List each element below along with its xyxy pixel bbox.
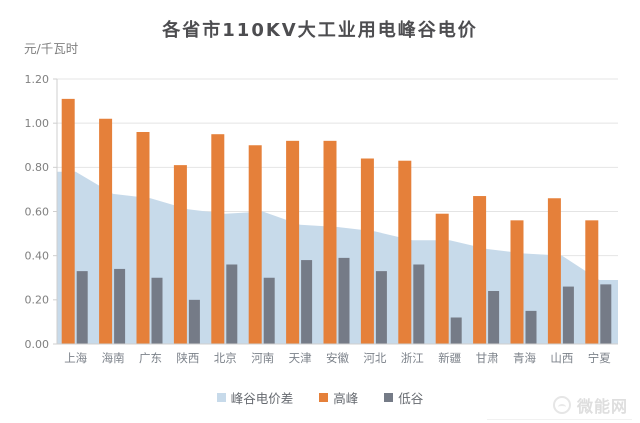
legend-item-valley: 低谷 <box>384 388 423 407</box>
peak-bar <box>99 118 113 344</box>
peak-bar <box>435 213 449 344</box>
x-category-label: 浙江 <box>401 351 424 365</box>
x-category-label: 海南 <box>102 351 125 365</box>
y-tick-label: 1.00 <box>25 117 50 130</box>
y-tick-label: 0.40 <box>25 250 50 263</box>
peak-bar <box>136 132 150 344</box>
peak-bar <box>286 140 300 344</box>
x-category-label: 天津 <box>289 351 312 365</box>
x-category-label: 宁夏 <box>588 351 611 365</box>
peak-bar <box>248 145 262 344</box>
y-tick-label: 0.20 <box>25 294 50 307</box>
valley-bar <box>375 271 387 344</box>
watermark-logo-icon <box>552 396 571 414</box>
valley-bar <box>525 310 537 344</box>
x-category-label: 青海 <box>513 351 536 365</box>
peak-bar <box>473 196 487 344</box>
valley-bar <box>450 317 462 344</box>
legend-swatch-peak-icon <box>319 393 329 402</box>
legend-swatch-diff-icon <box>216 393 226 402</box>
legend-item-peak: 高峰 <box>319 388 358 407</box>
peak-bar <box>585 220 599 344</box>
legend-label-valley: 低谷 <box>398 391 424 406</box>
watermark-underline <box>487 419 632 420</box>
valley-bar <box>301 260 313 344</box>
x-category-label: 广东 <box>139 351 162 365</box>
legend-label-diff: 峰谷电价差 <box>230 391 294 406</box>
valley-bar <box>488 291 500 344</box>
valley-bar <box>600 284 612 344</box>
x-category-label: 北京 <box>214 351 237 365</box>
watermark: 微能网 <box>552 393 628 417</box>
valley-bar <box>114 268 126 344</box>
peak-bar <box>173 165 187 344</box>
x-category-label: 上海 <box>64 351 87 365</box>
y-tick-label: 0.00 <box>25 338 50 351</box>
x-category-label: 山西 <box>550 351 573 365</box>
x-category-label: 甘肃 <box>476 351 499 365</box>
peak-bar <box>360 158 374 344</box>
valley-bar <box>226 264 238 344</box>
valley-bar <box>188 299 200 344</box>
y-tick-label: 1.20 <box>25 73 50 86</box>
watermark-text: 微能网 <box>576 397 628 416</box>
legend-item-diff: 峰谷电价差 <box>216 388 294 407</box>
valley-bar <box>338 257 350 344</box>
peak-bar <box>211 134 225 344</box>
peak-bar <box>61 98 75 344</box>
peak-bar <box>510 220 524 344</box>
chart-title: 各省市110KV大工业用电峰谷电价 <box>162 20 478 41</box>
peak-bar <box>547 198 561 344</box>
peak-bar <box>398 160 412 344</box>
peak-bar <box>323 140 337 344</box>
x-category-label: 新疆 <box>438 351 461 365</box>
legend-label-peak: 高峰 <box>333 391 359 406</box>
valley-bar <box>263 277 275 344</box>
valley-bar <box>562 286 574 344</box>
valley-bar <box>413 264 425 344</box>
valley-bar <box>151 277 163 344</box>
valley-bar <box>76 271 88 344</box>
legend-swatch-valley-icon <box>384 393 394 402</box>
x-category-label: 河北 <box>363 351 386 365</box>
x-category-label: 安徽 <box>326 351 349 365</box>
chart-legend: 峰谷电价差 高峰 低谷 <box>0 388 640 407</box>
x-category-label: 陕西 <box>176 351 199 365</box>
y-axis-unit-label: 元/千瓦时 <box>24 41 79 56</box>
y-tick-label: 0.80 <box>25 161 50 174</box>
x-category-label: 河南 <box>251 351 274 365</box>
y-tick-label: 0.60 <box>25 205 50 218</box>
